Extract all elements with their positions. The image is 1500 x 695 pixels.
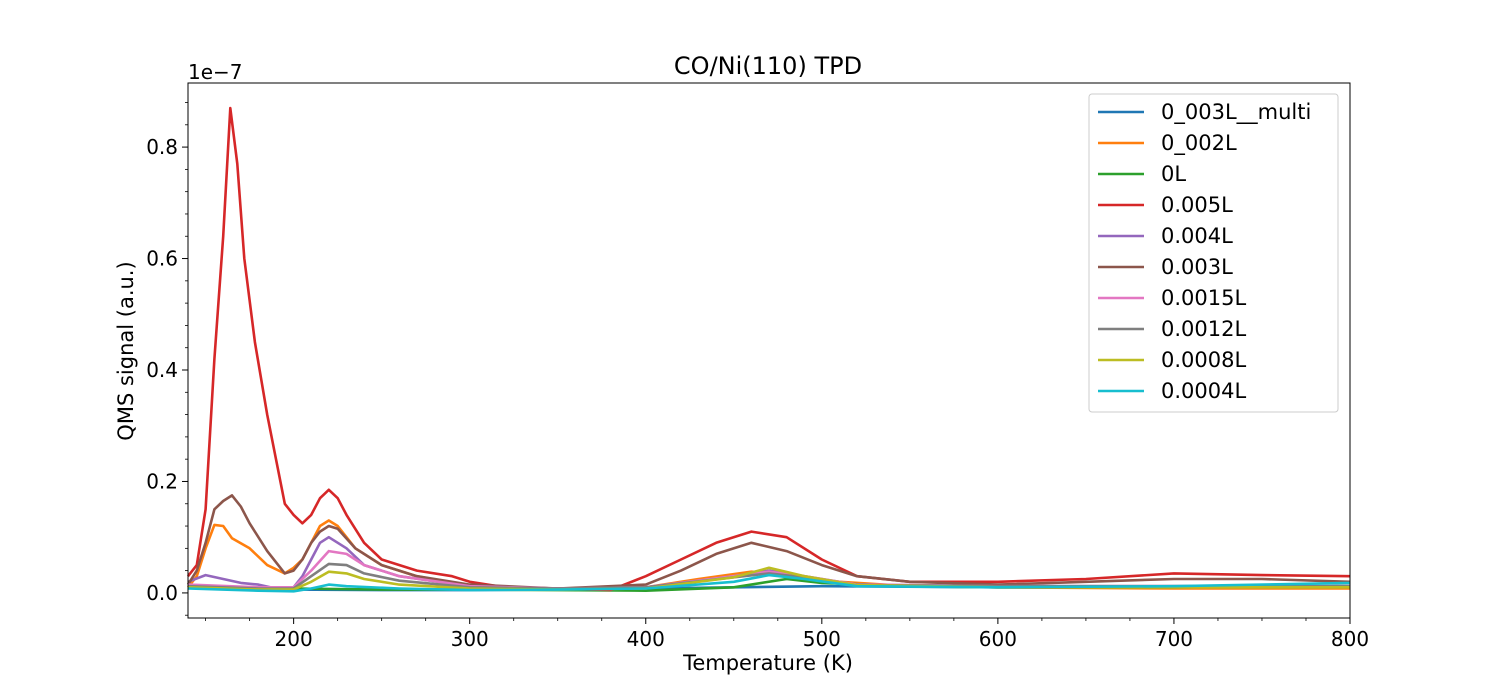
- x-tick-label-5: 700: [1155, 627, 1193, 651]
- y-tick-label-1: 0.2: [146, 469, 178, 493]
- x-tick-label-6: 800: [1331, 627, 1369, 651]
- legend-box: [1088, 93, 1339, 413]
- y-offset-label: 1e−7: [188, 60, 243, 84]
- legend-label-9: 0.0004L: [1161, 379, 1246, 403]
- plot-area: [186, 106, 1351, 593]
- legend-label-0: 0_003L__multi: [1161, 100, 1311, 125]
- y-tick-label-3: 0.6: [146, 247, 178, 271]
- legend-label-8: 0.0008L: [1161, 348, 1246, 372]
- y-tick-label-2: 0.4: [146, 358, 178, 382]
- legend-label-2: 0L: [1161, 162, 1186, 186]
- x-tick-label-1: 300: [451, 627, 489, 651]
- y-tick-label-4: 0.8: [146, 135, 178, 159]
- chart-title: CO/Ni(110) TPD: [674, 52, 862, 80]
- legend-label-3: 0.005L: [1161, 193, 1233, 217]
- x-tick-label-0: 200: [275, 627, 313, 651]
- x-tick-label-3: 500: [803, 627, 841, 651]
- legend-label-5: 0.003L: [1161, 255, 1233, 279]
- series-line-3: [186, 106, 1351, 592]
- series-line-9: [187, 573, 1351, 593]
- axes: 200 300 400 500 600 700 800 0.0 0.2 0.4 0.6 0.8: [146, 82, 1369, 651]
- x-tick-label-4: 600: [979, 627, 1017, 651]
- legend-label-7: 0.0012L: [1161, 317, 1246, 341]
- series-line-5: [186, 494, 1351, 590]
- y-axis-label: QMS signal (a.u.): [114, 261, 138, 440]
- x-axis-label: Temperature (K): [682, 651, 853, 675]
- legend-label-4: 0.004L: [1161, 224, 1233, 248]
- x-tick-label-2: 400: [627, 627, 665, 651]
- plot-frame: [187, 82, 1351, 619]
- y-tick-label-0: 0.0: [146, 581, 178, 605]
- legend-label-6: 0.0015L: [1161, 286, 1246, 310]
- legend-label-1: 0_002L: [1161, 131, 1237, 156]
- legend: 0_003L__multi 0_002L 0L 0.005L 0.004L 0.003L 0…: [1088, 93, 1339, 413]
